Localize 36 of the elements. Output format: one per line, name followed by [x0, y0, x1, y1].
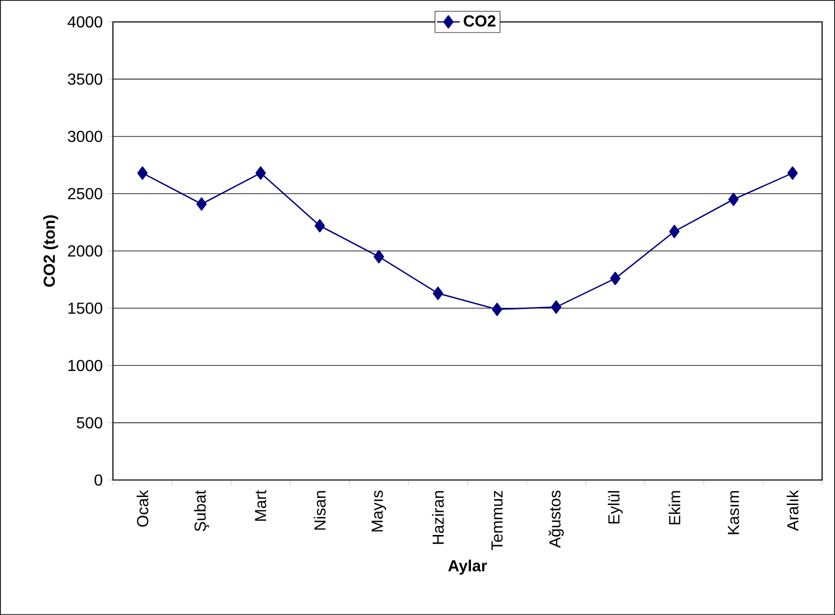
x-tick-label: Ekim	[668, 491, 680, 524]
point	[374, 250, 384, 264]
x-tick-label: Mayıs	[372, 490, 386, 532]
x-tick-label: Temmuz	[491, 490, 503, 550]
point	[492, 302, 502, 316]
point	[551, 300, 562, 314]
legend-label: CO2	[464, 15, 496, 27]
y-tick-label: 2500	[68, 188, 102, 200]
y-tick-label: 3000	[68, 130, 102, 142]
y-axis-title: CO2 (ton)	[43, 215, 58, 287]
x-tick-label: Nisan	[314, 491, 326, 530]
point	[728, 192, 739, 206]
x-tick-label: Aralık	[786, 490, 798, 531]
x-tick-label: Eylül	[608, 491, 623, 524]
y-tick-label: 2000	[68, 245, 102, 257]
point	[669, 224, 680, 238]
point	[137, 166, 148, 180]
x-tick-label: Ocak	[136, 490, 148, 527]
y-tick-label: 3500	[68, 74, 102, 85]
y-tick-label: 4000	[68, 16, 102, 28]
y-tick-label: 1000	[68, 360, 102, 372]
point	[610, 272, 620, 286]
x-tick-label: Kasım	[728, 491, 740, 534]
x-tick-label: Mart	[255, 490, 266, 521]
y-tick-label: 1500	[68, 302, 102, 314]
x-tick-label: Haziran	[432, 491, 444, 544]
point	[196, 197, 207, 211]
point	[787, 166, 798, 180]
y-tick-label: 500	[76, 417, 102, 428]
x-tick-label: Şubat	[194, 490, 210, 532]
point	[314, 219, 325, 232]
point	[432, 286, 444, 300]
x-axis-title: Aylar	[448, 560, 487, 575]
y-tick-label: 0	[94, 474, 102, 486]
x-tick-label: Ağustos	[548, 490, 564, 548]
point	[255, 166, 266, 180]
